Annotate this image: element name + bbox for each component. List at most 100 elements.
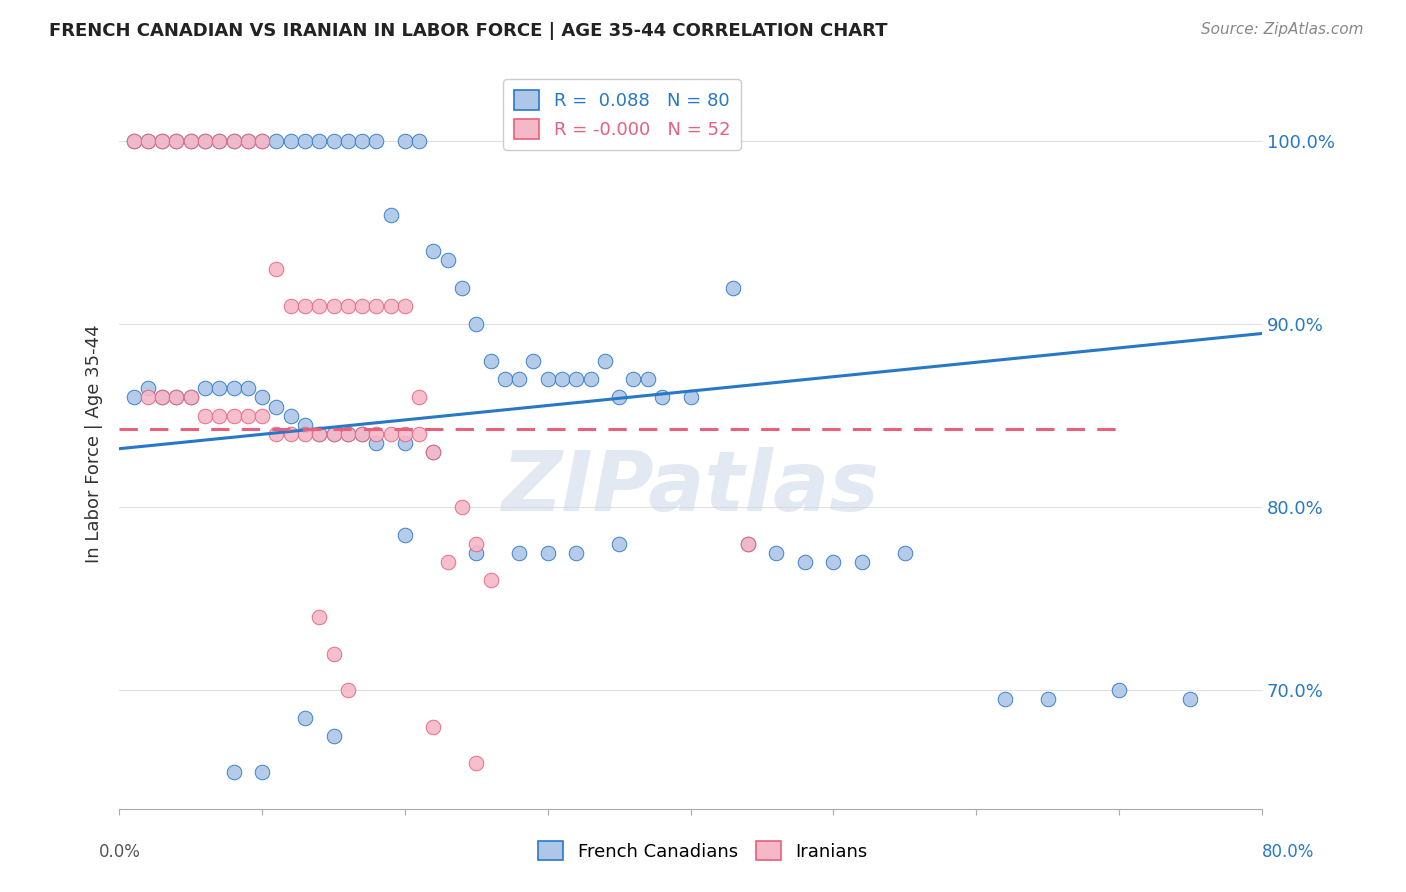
Point (150, 391, 173, 405)
Point (294, 417, 316, 432)
Point (250, 765, 273, 780)
Point (308, 427, 330, 442)
Point (723, 281, 745, 295)
Point (366, 135, 388, 149)
Point (266, 135, 288, 149)
Point (180, 391, 202, 405)
Point (136, 391, 159, 405)
Point (607, 537, 630, 551)
Point (623, 372, 645, 386)
Point (537, 546, 560, 560)
Text: 0.0%: 0.0% (98, 843, 141, 861)
Point (494, 372, 516, 386)
Point (593, 354, 616, 368)
Point (436, 253, 458, 268)
Point (479, 574, 502, 588)
Point (479, 354, 502, 368)
Point (336, 299, 359, 313)
Point (737, 537, 759, 551)
Point (465, 756, 488, 771)
Point (565, 546, 588, 560)
Point (208, 135, 231, 149)
Point (294, 427, 316, 442)
Legend: R =  0.088   N = 80, R = -0.000   N = 52: R = 0.088 N = 80, R = -0.000 N = 52 (503, 79, 741, 150)
Point (422, 244, 444, 259)
Point (280, 409, 302, 423)
Point (122, 135, 145, 149)
Point (394, 527, 416, 541)
Point (336, 683, 359, 698)
Point (266, 262, 288, 277)
Point (294, 299, 316, 313)
Point (537, 372, 560, 386)
Point (823, 555, 845, 569)
Point (352, 299, 374, 313)
Point (236, 135, 259, 149)
Point (250, 391, 273, 405)
Point (236, 135, 259, 149)
Point (165, 391, 187, 405)
Point (380, 427, 402, 442)
Point (294, 710, 316, 724)
Point (607, 391, 630, 405)
Point (194, 135, 217, 149)
Point (1180, 692, 1202, 706)
Point (280, 135, 302, 149)
Point (465, 537, 488, 551)
Point (208, 409, 231, 423)
Point (222, 135, 245, 149)
Point (1036, 692, 1059, 706)
Point (894, 546, 917, 560)
Point (294, 135, 316, 149)
Point (336, 427, 359, 442)
Point (394, 135, 416, 149)
Point (122, 135, 145, 149)
Point (1108, 683, 1130, 698)
Point (436, 555, 458, 569)
Point (422, 445, 444, 459)
Point (308, 427, 330, 442)
Point (408, 427, 430, 442)
Point (422, 720, 444, 734)
Point (280, 299, 302, 313)
Point (336, 427, 359, 442)
Point (465, 546, 488, 560)
Point (208, 381, 231, 395)
Point (994, 692, 1017, 706)
Point (280, 427, 302, 442)
Text: ZIPatlas: ZIPatlas (502, 447, 880, 527)
Point (366, 427, 388, 442)
Point (136, 381, 159, 395)
Point (352, 427, 374, 442)
Point (551, 372, 574, 386)
Point (180, 391, 202, 405)
Point (366, 436, 388, 450)
Point (308, 610, 330, 624)
Point (236, 409, 259, 423)
Point (266, 400, 288, 414)
Point (194, 135, 217, 149)
Point (380, 299, 402, 313)
Point (266, 427, 288, 442)
Point (352, 427, 374, 442)
Point (322, 647, 344, 661)
Point (508, 372, 530, 386)
Point (308, 299, 330, 313)
Text: FRENCH CANADIAN VS IRANIAN IN LABOR FORCE | AGE 35-44 CORRELATION CHART: FRENCH CANADIAN VS IRANIAN IN LABOR FORC… (49, 22, 887, 40)
Text: Source: ZipAtlas.com: Source: ZipAtlas.com (1201, 22, 1364, 37)
Legend: French Canadians, Iranians: French Canadians, Iranians (529, 831, 877, 870)
Point (408, 135, 430, 149)
Point (150, 391, 173, 405)
Point (408, 391, 430, 405)
Point (208, 135, 231, 149)
Point (322, 427, 344, 442)
Point (222, 765, 245, 780)
Point (322, 299, 344, 313)
Point (465, 318, 488, 332)
Point (679, 391, 702, 405)
Point (250, 135, 273, 149)
Point (765, 546, 787, 560)
Point (422, 445, 444, 459)
Point (651, 391, 673, 405)
Point (394, 299, 416, 313)
